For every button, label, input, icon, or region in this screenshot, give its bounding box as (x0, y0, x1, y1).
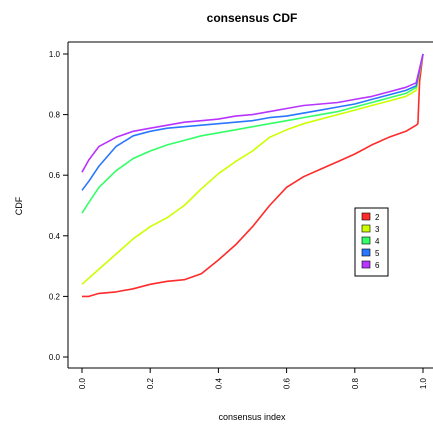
y-tick-label: 1.0 (49, 50, 61, 59)
series-line-5 (81, 53, 424, 191)
legend-label-3: 3 (375, 225, 380, 234)
legend-swatch-4 (361, 236, 371, 245)
x-tick-label: 0.0 (78, 377, 87, 389)
y-tick-label: 0.2 (49, 292, 61, 301)
series-line-6 (81, 53, 424, 173)
x-tick-label: 0.4 (214, 377, 223, 389)
legend-label-6: 6 (375, 261, 380, 270)
series-line-4 (81, 53, 424, 214)
series-line-2 (82, 53, 424, 298)
series-line-3 (81, 53, 424, 285)
legend-swatch-2 (361, 212, 371, 221)
chart-title: consensus CDF (207, 11, 298, 25)
x-tick-label: 0.6 (283, 377, 292, 389)
legend-box (354, 207, 389, 277)
legend-swatch-5 (361, 248, 371, 257)
legend-swatch-6 (361, 260, 371, 269)
y-tick-label: 0.0 (49, 353, 61, 362)
y-tick-label: 0.8 (49, 111, 61, 120)
legend-swatch-3 (361, 224, 371, 233)
x-tick-label: 1.0 (419, 377, 428, 389)
plot-area: 0.0 0.2 0.4 0.6 0.8 1.0 0.0 0.2 0.4 0.6 0.8 1.0 2 3 4 5… (49, 41, 433, 389)
y-tick-label: 0.4 (49, 232, 61, 241)
y-tick-label: 0.6 (49, 171, 61, 180)
legend-label-2: 2 (375, 213, 380, 222)
legend-label-4: 4 (375, 237, 380, 246)
x-tick-label: 0.2 (146, 377, 155, 389)
x-tick-label: 0.8 (351, 377, 360, 389)
y-axis-label: CDF (14, 196, 24, 215)
x-axis-label: consensus index (218, 412, 286, 422)
legend-label-5: 5 (375, 249, 380, 258)
